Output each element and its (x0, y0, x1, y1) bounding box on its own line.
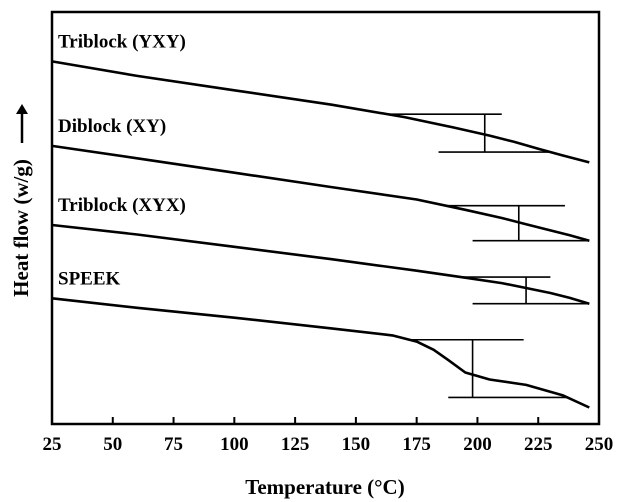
series-label: Triblock (YXY) (58, 31, 186, 52)
tg-markers-layer (387, 113, 590, 399)
series-line (51, 60, 590, 164)
x-tick-label: 175 (402, 434, 431, 455)
x-tick-label: 125 (281, 434, 310, 455)
x-tick-label: 200 (463, 434, 492, 455)
y-axis-label: Heat flow (w/g) (9, 159, 33, 297)
y-axis-label-group: Heat flow (w/g) (9, 104, 33, 297)
x-tick-label: 100 (220, 434, 249, 455)
series-labels-layer: Triblock (YXY) Diblock (XY) Triblock (XYX)… (58, 31, 186, 289)
plot-frame (50, 10, 601, 426)
series-line (51, 297, 590, 409)
x-axis-label: Temperature (°C) (245, 475, 404, 499)
x-tick-label: 225 (524, 434, 553, 455)
series-label: SPEEK (58, 268, 121, 289)
x-tick-label: 75 (164, 434, 183, 455)
series-layer (51, 60, 590, 409)
x-axis-ticks: 25 50 75 100 125 150 175 200 225 250 (43, 417, 614, 455)
up-arrow-icon (16, 104, 28, 114)
x-tick-label: 25 (43, 434, 62, 455)
x-tick-label: 150 (342, 434, 371, 455)
x-tick-label: 50 (103, 434, 122, 455)
x-tick-label: 250 (585, 434, 614, 455)
series-line (51, 144, 590, 242)
series-label: Diblock (XY) (58, 116, 166, 137)
series-line (51, 223, 590, 305)
series-label: Triblock (XYX) (58, 195, 186, 216)
